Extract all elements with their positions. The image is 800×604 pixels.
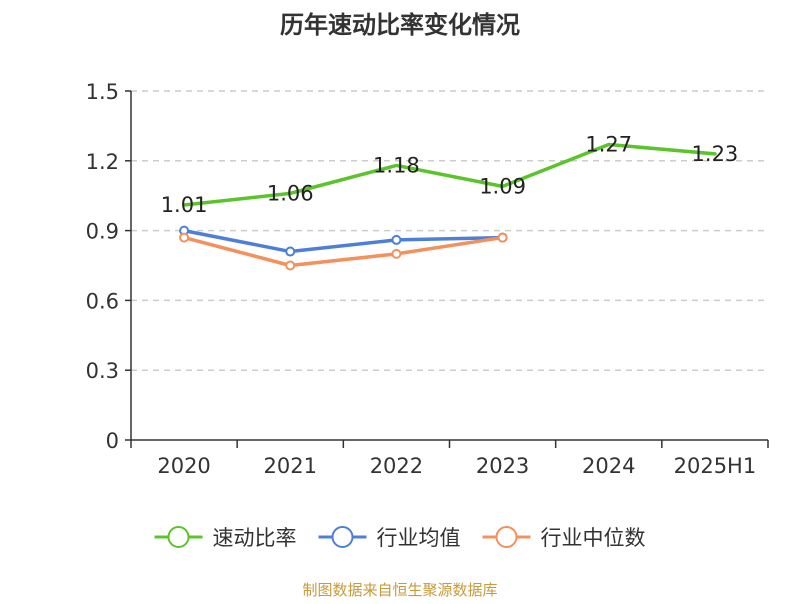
y-tick-label: 0 <box>106 429 119 453</box>
x-tick-label: 2025H1 <box>674 454 757 478</box>
x-tick-label: 2023 <box>476 454 529 478</box>
data-label: 1.18 <box>373 153 420 177</box>
grid-lines <box>131 90 768 371</box>
series-point <box>497 232 508 243</box>
source-footnote: 制图数据来自恒生聚源数据库 <box>302 581 497 599</box>
legend-item[interactable]: 行业中位数 <box>482 526 646 550</box>
legend: 速动比率 行业均值 行业中位数 <box>154 526 646 550</box>
y-tick-label: 0.3 <box>86 359 119 383</box>
series-line <box>182 142 717 207</box>
legend-label: 速动比率 <box>213 526 297 550</box>
x-tick-label: 2020 <box>157 454 210 478</box>
series-point <box>391 234 402 245</box>
data-label: 1.01 <box>161 193 208 217</box>
y-tick-label: 0.9 <box>86 220 119 244</box>
series-line <box>182 228 505 254</box>
series-lines <box>179 142 717 271</box>
data-labels: 1.01 1.06 1.18 1.09 1.27 1.23 <box>161 133 739 217</box>
legend-swatch-circle <box>495 526 518 548</box>
legend-swatch-circle <box>167 526 190 548</box>
y-tick-label: 0.6 <box>86 289 119 313</box>
x-tick-label: 2022 <box>370 454 423 478</box>
series-point <box>391 248 402 259</box>
data-label: 1.06 <box>267 181 314 205</box>
legend-item[interactable]: 行业均值 <box>318 526 461 550</box>
legend-label: 行业中位数 <box>541 526 646 550</box>
legend-label: 行业均值 <box>377 526 461 550</box>
series-point <box>285 260 296 271</box>
data-label: 1.27 <box>585 133 632 157</box>
legend-item[interactable]: 速动比率 <box>154 526 297 550</box>
y-tick-label: 1.2 <box>86 150 119 174</box>
data-label: 1.23 <box>692 142 739 166</box>
x-tick-label: 2021 <box>264 454 317 478</box>
data-label: 1.09 <box>479 174 526 198</box>
chart-title: 历年速动比率变化情况 <box>280 11 520 39</box>
series-line <box>182 235 505 268</box>
axes: 0 0.3 0.6 0.9 1.2 1.5 2020 2021 2022 2023 2024 2025… <box>86 80 769 478</box>
series-point <box>179 232 190 243</box>
y-tick-label: 1.5 <box>86 80 119 104</box>
series-point <box>285 246 296 257</box>
legend-swatch-circle <box>331 526 354 548</box>
x-tick-label: 2024 <box>582 454 635 478</box>
